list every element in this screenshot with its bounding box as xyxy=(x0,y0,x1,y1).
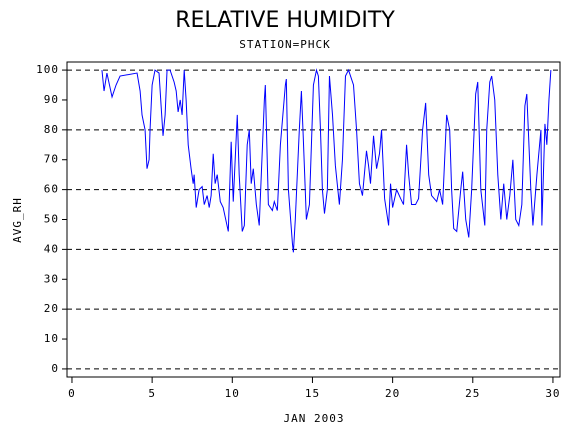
x-tick-label: 20 xyxy=(385,387,400,400)
x-axis-label: JAN 2003 xyxy=(284,412,345,425)
chart-subtitle: STATION=PHCK xyxy=(239,38,330,51)
y-tick-label: 60 xyxy=(44,183,59,196)
y-axis-label: AVG_RH xyxy=(11,197,24,243)
x-tick-label: 25 xyxy=(465,387,480,400)
y-tick-label: 80 xyxy=(44,123,59,136)
y-tick-label: 70 xyxy=(44,153,59,166)
data-line xyxy=(101,68,552,253)
x-tick-label: 15 xyxy=(305,387,320,400)
y-tick-label: 50 xyxy=(44,213,59,226)
y-tick-label: 90 xyxy=(44,93,59,106)
y-tick-label: 100 xyxy=(36,63,59,76)
x-tick-label: 0 xyxy=(68,387,76,400)
x-tick-label: 30 xyxy=(545,387,560,400)
y-tick-label: 30 xyxy=(44,272,59,285)
y-tick-label: 20 xyxy=(44,302,59,315)
chart-title: RELATIVE HUMIDITY xyxy=(175,8,395,33)
y-tick-label: 0 xyxy=(51,362,59,375)
x-tick-label: 10 xyxy=(225,387,240,400)
x-tick-label: 5 xyxy=(148,387,156,400)
y-tick-label: 10 xyxy=(44,332,59,345)
y-tick-label: 40 xyxy=(44,242,59,255)
